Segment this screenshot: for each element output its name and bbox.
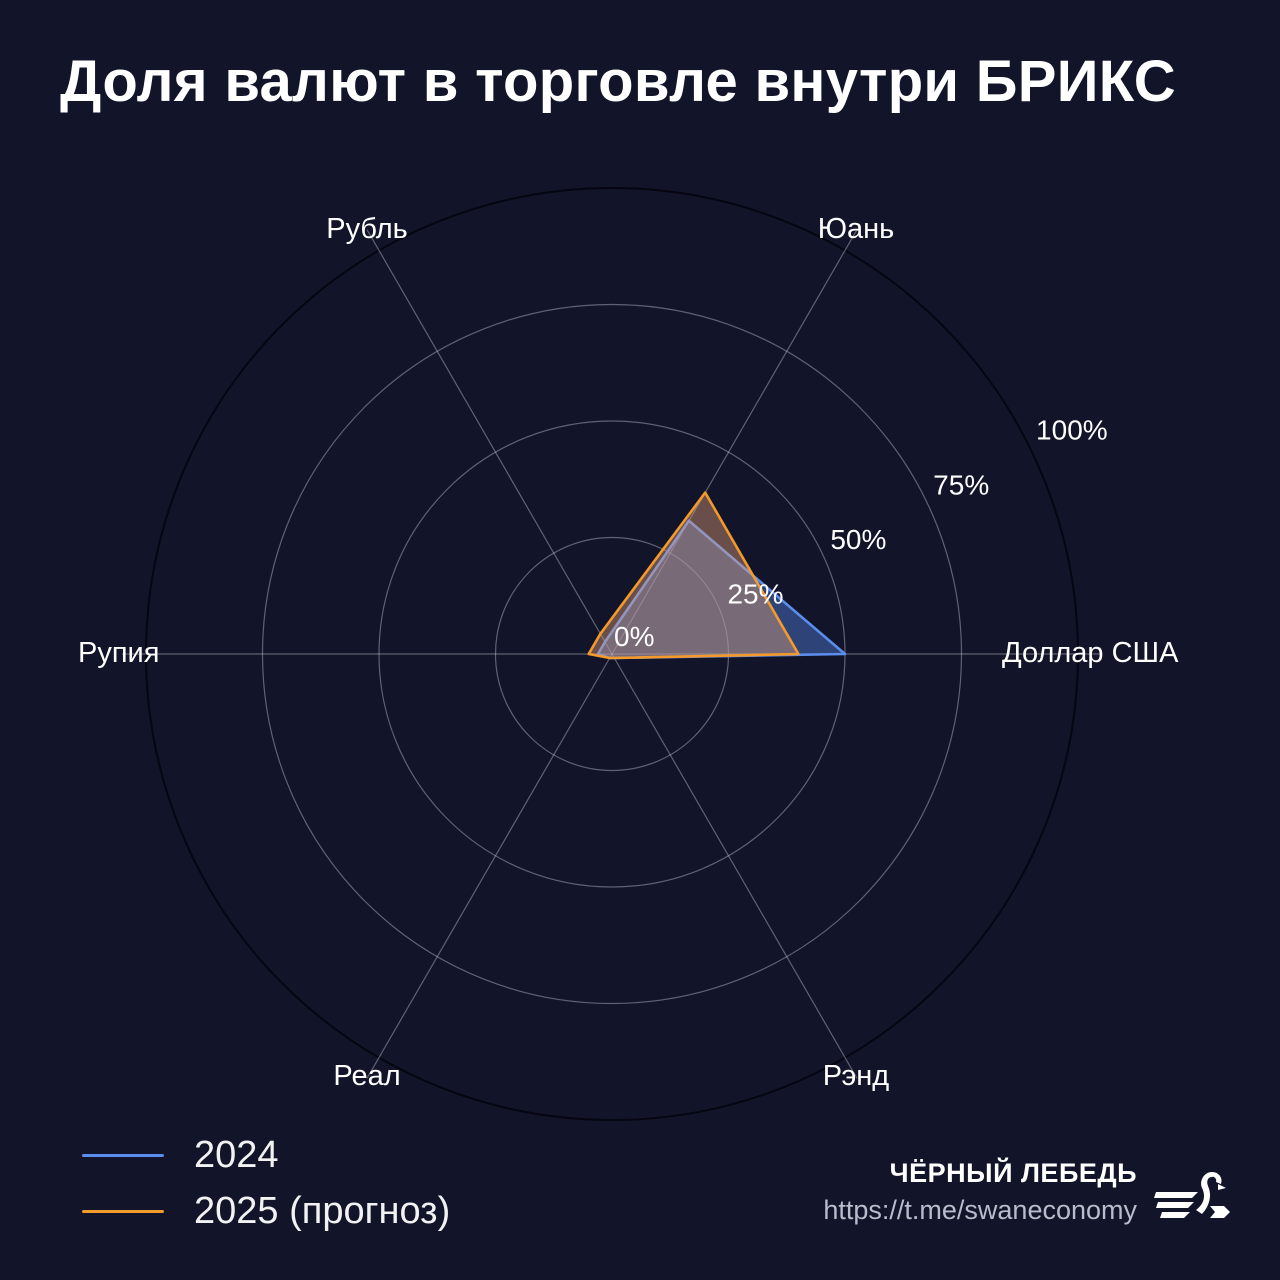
axis-label-3: Рупия — [78, 637, 159, 669]
legend-swatch-2024 — [82, 1154, 164, 1157]
radar-spoke-5 — [611, 653, 858, 1079]
legend-label-2024: 2024 — [194, 1134, 279, 1176]
radial-tick-label-4: 100% — [1036, 415, 1108, 446]
axis-label-1: Юань — [818, 213, 895, 245]
radar-grid-ring-75 — [261, 303, 963, 1005]
swan-logo-icon — [1154, 1172, 1230, 1218]
axis-label-2: Рубль — [326, 213, 408, 245]
radar-outer-boundary — [145, 187, 1079, 1121]
radar-spoke-4 — [366, 653, 613, 1079]
radar-spoke-2 — [366, 229, 613, 655]
radial-tick-label-2: 50% — [830, 524, 886, 555]
radar-spoke-1 — [611, 229, 858, 655]
series-polygon-1 — [587, 491, 800, 660]
axis-label-4: Реал — [333, 1060, 400, 1092]
chart-title: Доля валют в торговле внутри БРИКС — [60, 49, 1176, 114]
legend-label-2025: 2025 (прогноз) — [194, 1190, 451, 1232]
radar-grid-ring-25 — [494, 536, 730, 772]
axis-label-0: Доллар США — [1002, 637, 1179, 669]
axis-label-5: Рэнд — [823, 1060, 890, 1092]
radial-tick-label-0: 0% — [614, 621, 654, 652]
radial-tick-label-1: 25% — [727, 579, 783, 610]
brand-block: ЧЁРНЫЙ ЛЕБЕДЬ https://t.me/swaneconomy — [823, 1158, 1137, 1226]
brand-url-link[interactable]: https://t.me/swaneconomy — [823, 1195, 1137, 1225]
brand-name: ЧЁРНЫЙ ЛЕБЕДЬ — [889, 1158, 1137, 1188]
legend-swatch-2025 — [82, 1210, 164, 1213]
radial-tick-label-3: 75% — [933, 469, 989, 500]
